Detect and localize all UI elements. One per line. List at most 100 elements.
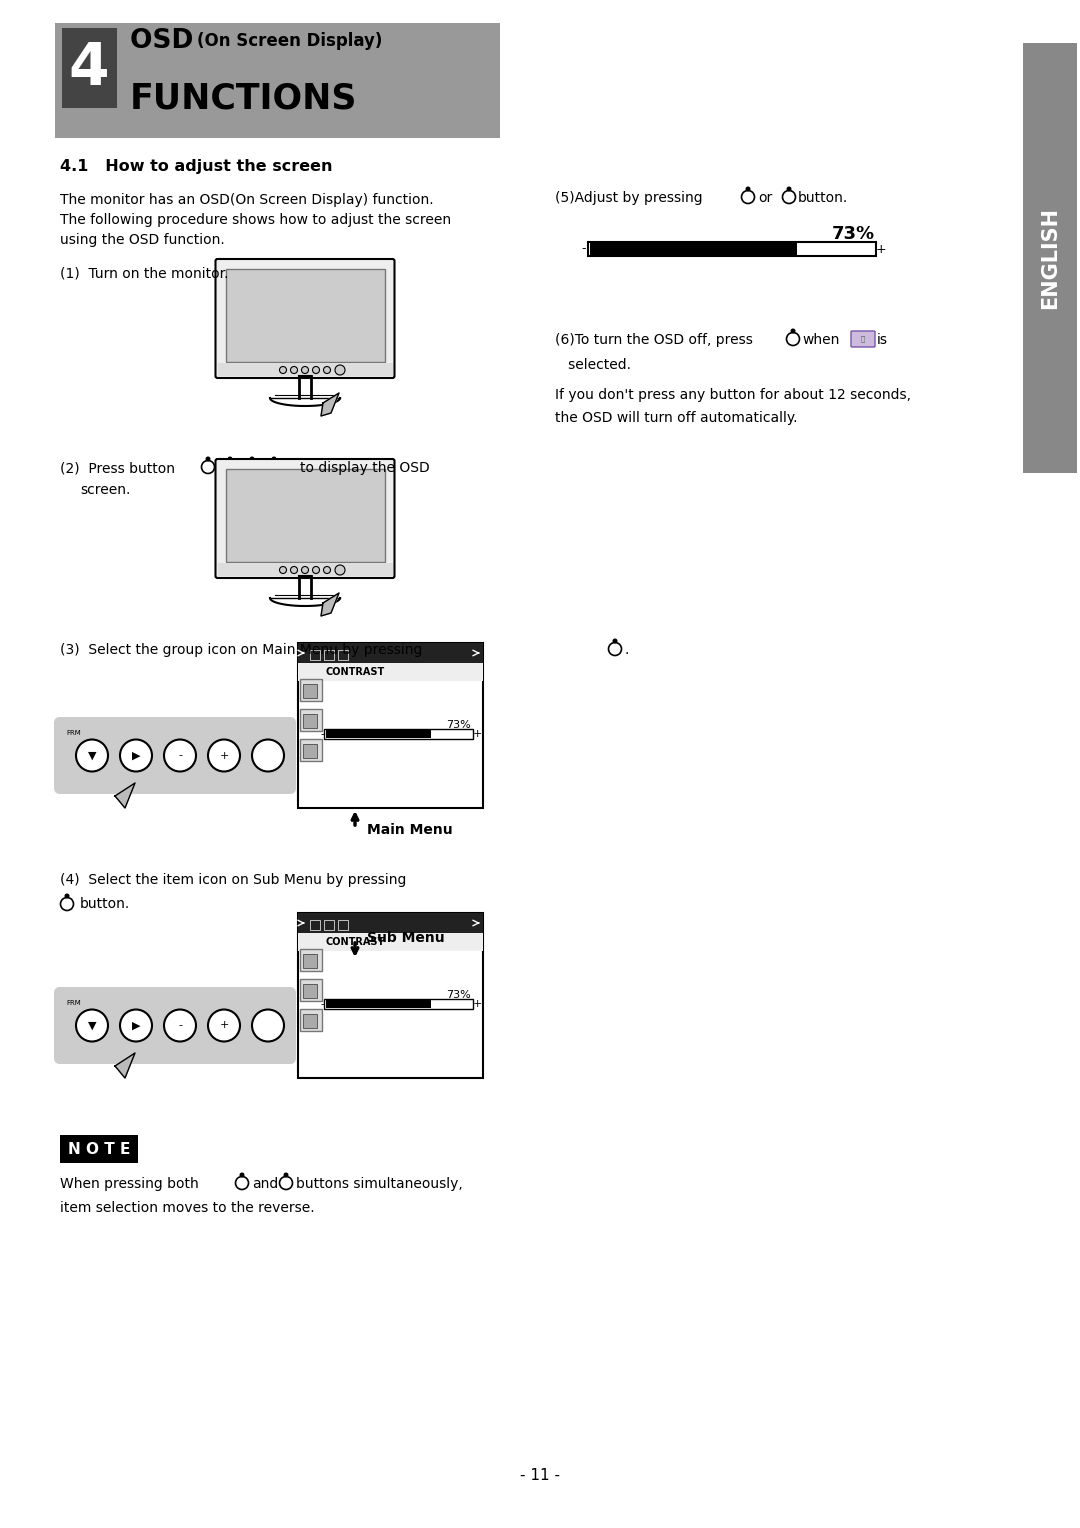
Text: ▶: ▶: [132, 1021, 140, 1030]
Circle shape: [613, 639, 617, 643]
Bar: [303, 744, 318, 758]
Bar: [55, 23, 500, 138]
Circle shape: [301, 567, 309, 573]
Bar: [303, 953, 318, 969]
Text: +: +: [219, 750, 229, 761]
Circle shape: [164, 1010, 195, 1042]
Circle shape: [120, 740, 152, 772]
Bar: [300, 1008, 322, 1031]
Text: when: when: [802, 333, 839, 347]
Bar: [326, 999, 431, 1008]
Bar: [338, 920, 348, 931]
Text: Main Menu: Main Menu: [367, 824, 453, 837]
Circle shape: [324, 367, 330, 373]
Bar: [303, 714, 318, 727]
Text: 73%: 73%: [446, 720, 471, 730]
Bar: [300, 709, 322, 730]
Circle shape: [280, 567, 286, 573]
Text: item selection moves to the reverse.: item selection moves to the reverse.: [60, 1201, 314, 1215]
Circle shape: [335, 565, 345, 575]
Bar: [310, 649, 320, 660]
Bar: [226, 469, 384, 562]
Text: CONTRAST: CONTRAST: [326, 668, 386, 677]
Bar: [324, 920, 334, 931]
FancyBboxPatch shape: [851, 332, 875, 347]
Bar: [300, 678, 322, 701]
Text: -: -: [582, 243, 586, 255]
Circle shape: [252, 740, 284, 772]
Text: selected.: selected.: [555, 358, 631, 371]
Text: FRM: FRM: [67, 730, 81, 736]
Circle shape: [208, 1010, 240, 1042]
Text: button.: button.: [798, 191, 848, 205]
Circle shape: [742, 191, 755, 203]
Text: (3)  Select the group icon on Main Menu by pressing: (3) Select the group icon on Main Menu b…: [60, 643, 422, 657]
Bar: [62, 28, 117, 108]
Text: 4: 4: [69, 40, 109, 96]
Circle shape: [60, 897, 73, 911]
Text: ENGLISH: ENGLISH: [1040, 206, 1059, 309]
Circle shape: [291, 567, 297, 573]
Circle shape: [335, 365, 345, 374]
Bar: [298, 663, 483, 681]
Circle shape: [284, 1174, 287, 1177]
Text: (5)Adjust by pressing: (5)Adjust by pressing: [555, 191, 703, 205]
Bar: [217, 562, 392, 576]
Bar: [217, 364, 392, 376]
Circle shape: [312, 367, 320, 373]
Text: to display the OSD: to display the OSD: [300, 461, 430, 475]
Text: ▼: ▼: [87, 1021, 96, 1030]
Bar: [298, 934, 483, 950]
FancyBboxPatch shape: [216, 260, 394, 377]
Bar: [303, 984, 318, 998]
Bar: [60, 1135, 138, 1163]
Circle shape: [272, 457, 275, 461]
Text: or: or: [758, 191, 772, 205]
Circle shape: [786, 333, 799, 345]
Circle shape: [202, 460, 215, 474]
Circle shape: [206, 457, 210, 461]
Bar: [300, 740, 322, 761]
Text: the OSD will turn off automatically.: the OSD will turn off automatically.: [555, 411, 797, 425]
FancyBboxPatch shape: [54, 987, 296, 1063]
Bar: [303, 685, 318, 698]
Text: (2)  Press button: (2) Press button: [60, 461, 175, 475]
Text: Sub Menu: Sub Menu: [367, 931, 445, 944]
Bar: [590, 243, 797, 255]
Circle shape: [224, 460, 237, 474]
Polygon shape: [114, 782, 135, 808]
Text: The following procedure shows how to adjust the screen: The following procedure shows how to adj…: [60, 212, 451, 228]
Text: FUNCTIONS: FUNCTIONS: [130, 81, 357, 115]
Text: OSD: OSD: [130, 28, 203, 53]
Text: using the OSD function.: using the OSD function.: [60, 232, 225, 248]
Circle shape: [608, 642, 621, 656]
Text: When pressing both: When pressing both: [60, 1177, 199, 1190]
Text: FRM: FRM: [67, 999, 81, 1005]
Circle shape: [280, 367, 286, 373]
Bar: [588, 241, 876, 257]
Bar: [338, 649, 348, 660]
Text: (On Screen Display): (On Screen Display): [197, 32, 382, 50]
Circle shape: [301, 367, 309, 373]
Polygon shape: [321, 593, 339, 616]
Circle shape: [251, 457, 254, 461]
Text: -: -: [178, 750, 183, 761]
Text: 73%: 73%: [446, 990, 471, 999]
Text: If you don't press any button for about 12 seconds,: If you don't press any button for about …: [555, 388, 912, 402]
Circle shape: [312, 567, 320, 573]
Text: (6)To turn the OSD off, press: (6)To turn the OSD off, press: [555, 333, 753, 347]
Circle shape: [291, 367, 297, 373]
Polygon shape: [321, 393, 339, 416]
Circle shape: [792, 329, 795, 333]
Text: -: -: [178, 1021, 183, 1030]
Bar: [298, 643, 483, 663]
Circle shape: [76, 1010, 108, 1042]
Text: The monitor has an OSD(On Screen Display) function.: The monitor has an OSD(On Screen Display…: [60, 193, 434, 206]
Text: buttons simultaneously,: buttons simultaneously,: [296, 1177, 462, 1190]
Text: ⬛: ⬛: [861, 336, 865, 342]
Circle shape: [240, 1174, 244, 1177]
Circle shape: [787, 188, 791, 191]
Bar: [300, 949, 322, 970]
Bar: [303, 1015, 318, 1028]
Text: 73%: 73%: [832, 225, 875, 243]
